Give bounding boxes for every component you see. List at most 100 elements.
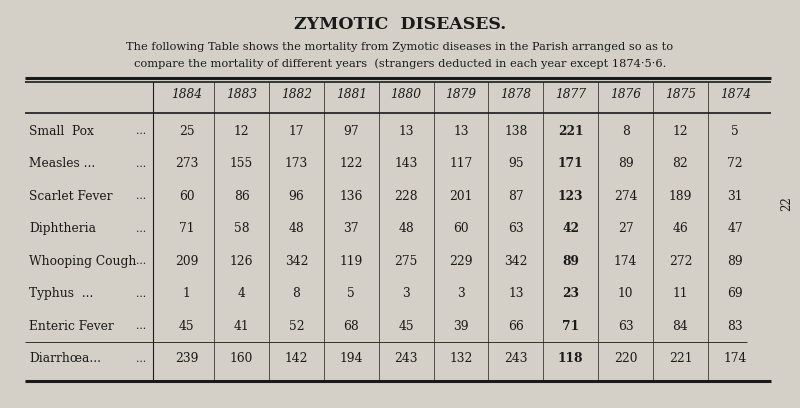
Text: 1: 1: [182, 287, 190, 300]
Text: ...: ...: [136, 126, 146, 136]
Text: Diphtheria: Diphtheria: [30, 222, 96, 235]
Text: 1880: 1880: [390, 88, 422, 101]
Text: 71: 71: [179, 222, 194, 235]
Text: 1879: 1879: [446, 88, 477, 101]
Text: 243: 243: [504, 352, 528, 365]
Text: 132: 132: [450, 352, 473, 365]
Text: Diarrhœa...: Diarrhœa...: [30, 352, 102, 365]
Text: ...: ...: [136, 354, 146, 364]
Text: 174: 174: [724, 352, 747, 365]
Text: 272: 272: [669, 255, 692, 268]
Text: Typhus  ...: Typhus ...: [30, 287, 94, 300]
Text: 5: 5: [347, 287, 355, 300]
Text: 63: 63: [618, 320, 634, 333]
Text: 5: 5: [731, 124, 739, 137]
Text: 3: 3: [457, 287, 465, 300]
Text: Measles ...: Measles ...: [30, 157, 95, 170]
Text: 48: 48: [398, 222, 414, 235]
Text: 13: 13: [454, 124, 469, 137]
Text: 173: 173: [285, 157, 308, 170]
Text: 142: 142: [285, 352, 308, 365]
Text: 194: 194: [339, 352, 363, 365]
Text: 48: 48: [289, 222, 304, 235]
Text: 1874: 1874: [720, 88, 751, 101]
Text: 117: 117: [450, 157, 473, 170]
Text: 63: 63: [508, 222, 524, 235]
Text: 201: 201: [450, 190, 473, 203]
Text: ZYMOTIC  DISEASES.: ZYMOTIC DISEASES.: [294, 16, 506, 33]
Text: 84: 84: [673, 320, 688, 333]
Text: 1883: 1883: [226, 88, 257, 101]
Text: 1884: 1884: [171, 88, 202, 101]
Text: 4: 4: [238, 287, 246, 300]
Text: Small  Pox: Small Pox: [30, 124, 94, 137]
Text: 228: 228: [394, 190, 418, 203]
Text: 342: 342: [504, 255, 528, 268]
Text: 45: 45: [179, 320, 194, 333]
Text: 143: 143: [394, 157, 418, 170]
Text: 275: 275: [394, 255, 418, 268]
Text: 12: 12: [673, 124, 688, 137]
Text: 220: 220: [614, 352, 638, 365]
Text: 52: 52: [289, 320, 304, 333]
Text: 221: 221: [669, 352, 692, 365]
Text: 118: 118: [558, 352, 583, 365]
Text: Scarlet Fever: Scarlet Fever: [30, 190, 113, 203]
Text: 126: 126: [230, 255, 254, 268]
Text: 160: 160: [230, 352, 254, 365]
Text: 27: 27: [618, 222, 634, 235]
Text: 229: 229: [449, 255, 473, 268]
Text: 89: 89: [562, 255, 579, 268]
Text: 71: 71: [562, 320, 579, 333]
Text: 122: 122: [339, 157, 363, 170]
Text: Enteric Fever: Enteric Fever: [30, 320, 114, 333]
Text: 60: 60: [179, 190, 194, 203]
Text: 17: 17: [289, 124, 304, 137]
Text: 89: 89: [618, 157, 634, 170]
Text: 37: 37: [343, 222, 359, 235]
Text: 13: 13: [398, 124, 414, 137]
Text: 42: 42: [562, 222, 579, 235]
Text: 171: 171: [558, 157, 583, 170]
Text: 274: 274: [614, 190, 638, 203]
Text: 13: 13: [508, 287, 524, 300]
Text: 123: 123: [558, 190, 583, 203]
Text: Whooping Cough: Whooping Cough: [30, 255, 137, 268]
Text: 25: 25: [179, 124, 194, 137]
Text: ...: ...: [136, 289, 146, 299]
Text: ...: ...: [136, 191, 146, 201]
Text: 1878: 1878: [500, 88, 531, 101]
Text: 66: 66: [508, 320, 524, 333]
Text: 60: 60: [453, 222, 469, 235]
Text: 3: 3: [402, 287, 410, 300]
Text: 72: 72: [727, 157, 743, 170]
Text: 12: 12: [234, 124, 250, 137]
Text: 209: 209: [175, 255, 198, 268]
Text: 1882: 1882: [281, 88, 312, 101]
Text: 136: 136: [339, 190, 363, 203]
Text: compare the mortality of different years  (strangers deducted in each year excep: compare the mortality of different years…: [134, 59, 666, 69]
Text: 47: 47: [727, 222, 743, 235]
Text: 69: 69: [727, 287, 743, 300]
Text: 8: 8: [622, 124, 630, 137]
Text: 95: 95: [508, 157, 524, 170]
Text: 239: 239: [175, 352, 198, 365]
Text: 45: 45: [398, 320, 414, 333]
Text: 342: 342: [285, 255, 308, 268]
Text: 8: 8: [293, 287, 300, 300]
Text: 23: 23: [562, 287, 579, 300]
Text: 87: 87: [508, 190, 524, 203]
Text: 58: 58: [234, 222, 250, 235]
Text: 243: 243: [394, 352, 418, 365]
Text: 174: 174: [614, 255, 638, 268]
Text: 86: 86: [234, 190, 250, 203]
Text: ...: ...: [136, 159, 146, 169]
Text: The following Table shows the mortality from Zymotic diseases in the Parish arra: The following Table shows the mortality …: [126, 42, 674, 52]
Text: 46: 46: [673, 222, 688, 235]
Text: 11: 11: [673, 287, 688, 300]
Text: 119: 119: [339, 255, 363, 268]
Text: 82: 82: [673, 157, 688, 170]
Text: ...: ...: [136, 321, 146, 331]
Text: 68: 68: [343, 320, 359, 333]
Text: 96: 96: [289, 190, 304, 203]
